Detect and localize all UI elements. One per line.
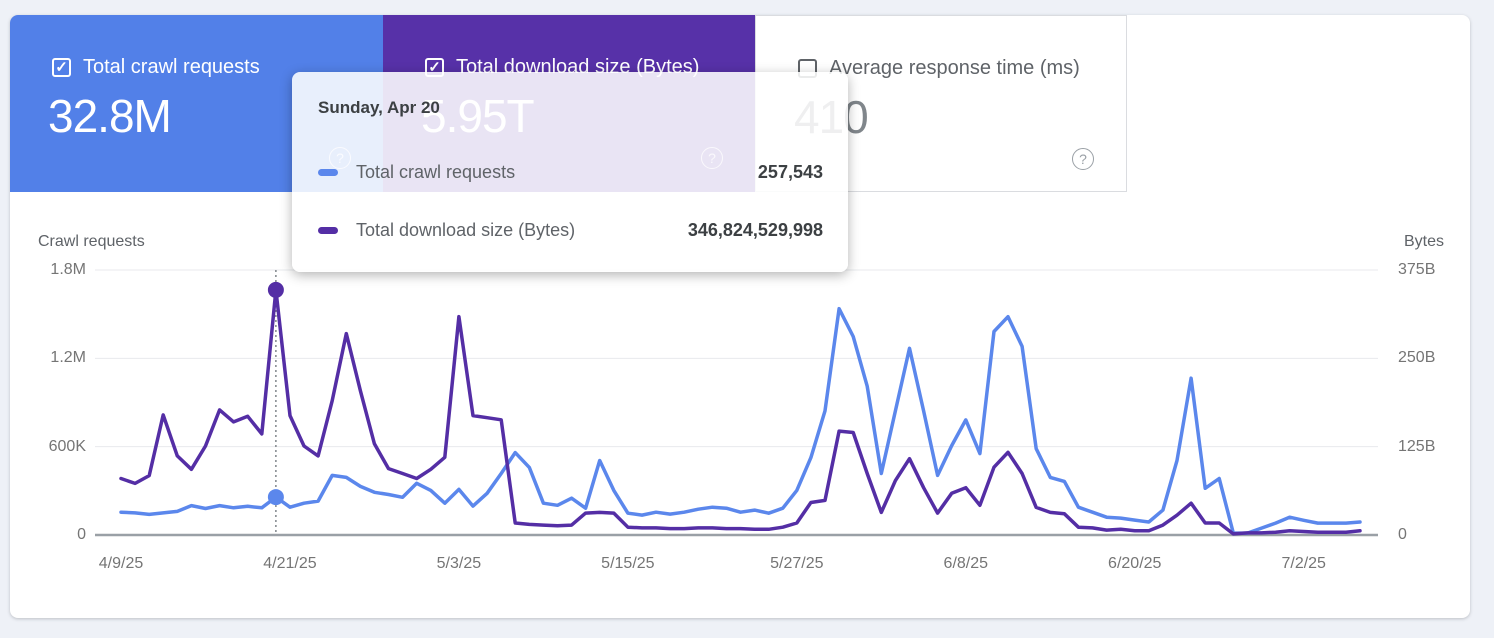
metric-card-header: Total crawl requests	[52, 56, 260, 79]
crawl-requests-checkbox[interactable]	[52, 58, 71, 77]
x-axis-tick-label: 5/27/25	[770, 555, 824, 572]
right-axis-tick-label: 0	[1398, 526, 1407, 543]
x-axis-tick-label: 6/20/25	[1108, 555, 1162, 572]
right-axis-tick-label: 375B	[1398, 261, 1436, 278]
tooltip-row-download-size: Total download size (Bytes) 346,824,529,…	[318, 220, 823, 240]
right-axis-tick-label: 250B	[1398, 349, 1436, 367]
right-axis-tick-label: 125B	[1398, 437, 1436, 455]
metric-card-label: Average response time (ms)	[829, 57, 1080, 79]
left-axis-tick-label: 0	[77, 526, 86, 543]
right-axis-title: Bytes	[1403, 233, 1444, 250]
chart-hover-tooltip: Sunday, Apr 20 Total crawl requests 257,…	[292, 72, 848, 272]
left-axis-tick-label: 1.8M	[50, 261, 86, 278]
x-axis-tick-label: 7/2/25	[1281, 555, 1326, 572]
tooltip-series-label: Total crawl requests	[356, 161, 516, 182]
tooltip-series-label: Total download size (Bytes)	[356, 219, 576, 240]
crawl-stats-chart[interactable]	[10, 15, 1470, 618]
highlight-dot-left	[267, 489, 284, 506]
help-icon[interactable]: ?	[1072, 148, 1094, 170]
tooltip-row-crawl-requests: Total crawl requests 257,543	[318, 162, 823, 182]
left-axis-tick-label: 600K	[48, 437, 86, 455]
series-dash-icon	[318, 226, 338, 234]
series-dash-icon	[318, 168, 338, 176]
x-axis-tick-label: 6/8/25	[943, 555, 989, 572]
series-line-left	[119, 306, 1362, 535]
crawl-stats-panel: Total crawl requests 32.8M ? Total downl…	[10, 15, 1470, 618]
highlight-dot-right	[267, 281, 284, 298]
x-axis-tick-label: 5/15/25	[601, 555, 655, 572]
left-axis-title: Crawl requests	[38, 233, 145, 250]
series-line-right	[119, 288, 1362, 536]
tooltip-series-value: 257,543	[757, 161, 823, 182]
x-axis-tick-label: 5/3/25	[436, 555, 482, 572]
x-axis-tick-label: 4/21/25	[263, 555, 317, 572]
tooltip-date: Sunday, Apr 20	[318, 98, 440, 117]
tooltip-series-value: 346,824,529,998	[687, 219, 823, 240]
metric-card-label: Total crawl requests	[83, 56, 260, 78]
left-axis-tick-label: 1.2M	[50, 349, 86, 367]
metric-card-value: 32.8M	[48, 90, 172, 142]
x-axis-tick-label: 4/9/25	[98, 555, 144, 572]
